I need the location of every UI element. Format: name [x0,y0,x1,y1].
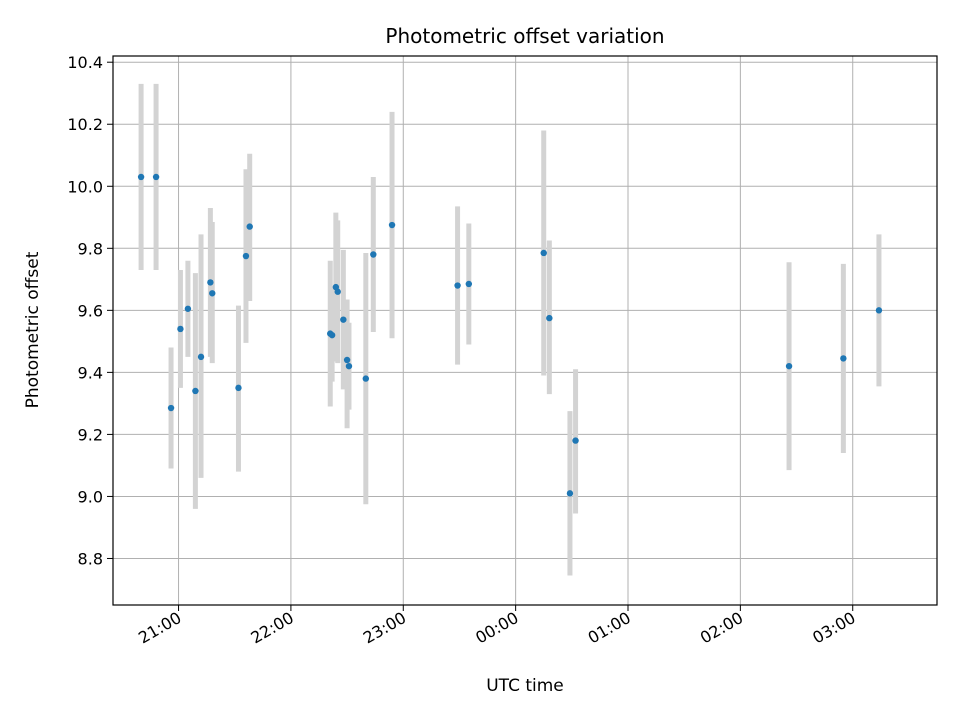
data-point [137,173,145,181]
data-point [345,362,353,370]
data-point [572,437,579,444]
data-point [192,387,199,395]
data-point [209,290,216,297]
data-point [197,353,205,361]
data-point [334,288,341,295]
y-tick-label: 9.8 [78,239,103,258]
data-point [328,331,336,339]
y-axis-label: Photometric offset [23,251,43,408]
data-point [785,362,793,370]
y-tick-label: 9.6 [78,301,103,320]
data-point [388,221,396,229]
data-point [566,490,574,497]
y-tick-label: 9.4 [78,363,103,382]
data-point [840,355,847,362]
data-point [167,404,175,412]
data-point [207,279,214,286]
data-point [454,282,461,289]
data-point [465,280,473,288]
data-point [362,375,370,382]
data-point [343,356,351,364]
plot-frame [112,55,938,606]
grid [113,56,937,605]
data-point [177,325,184,333]
y-tick-label: 10.0 [67,177,103,196]
data-point [184,305,192,312]
chart-title: Photometric offset variation [385,24,664,48]
x-axis-label: UTC time [486,676,564,696]
data-point [546,314,553,322]
data-point [540,249,547,257]
data-point [235,384,242,392]
y-tick-label: 10.2 [67,115,103,134]
data-point [152,173,160,181]
data-point [875,307,883,314]
data-point [370,251,377,258]
y-tick-label: 9.2 [78,425,103,444]
y-axis-ticks: 8.8 9.0 9.2 9.4 9.6 9.8 10.0 10.2 10.4 [67,53,113,568]
y-tick-label: 9.0 [78,487,103,506]
data-point [246,223,253,230]
y-tick-label: 10.4 [67,53,103,72]
data-points [137,173,883,497]
y-tick-label: 8.8 [78,549,103,568]
data-point [340,316,347,323]
data-point [242,252,250,260]
